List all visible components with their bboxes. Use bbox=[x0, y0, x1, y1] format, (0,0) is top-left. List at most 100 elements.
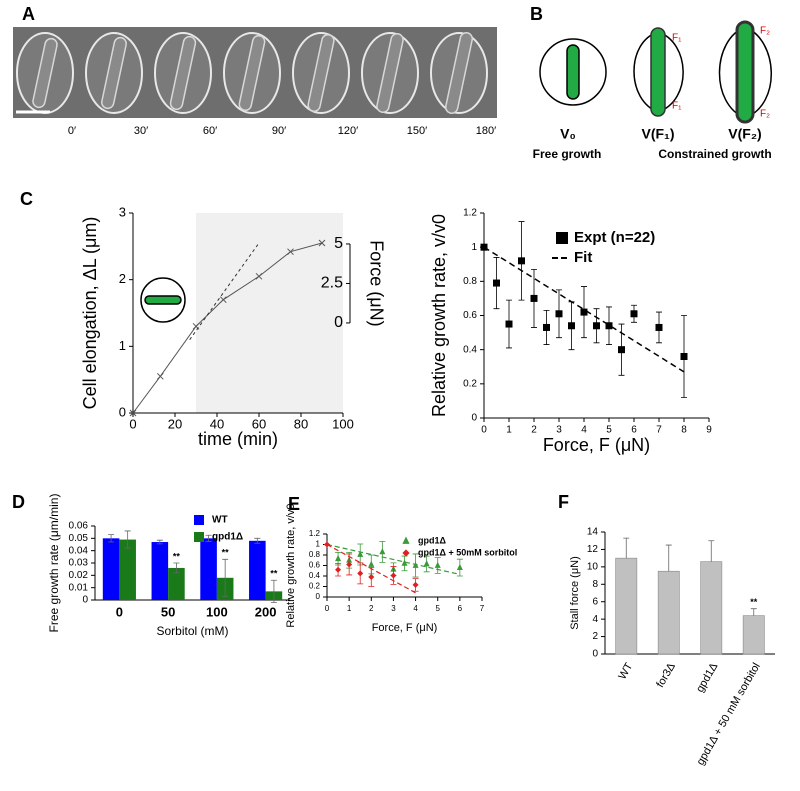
y-tick-label: 0.8 bbox=[463, 276, 477, 287]
marker bbox=[580, 308, 588, 316]
legend-label: gpd1Δ bbox=[418, 535, 446, 545]
marker bbox=[287, 248, 294, 256]
bar bbox=[151, 542, 169, 600]
y2-axis-label: Force (μN) bbox=[366, 240, 386, 326]
x-tick-label: 40 bbox=[210, 416, 224, 431]
y2-tick-label: 2.5 bbox=[321, 275, 343, 292]
bar bbox=[700, 561, 723, 655]
y-tick-label: 0.8 bbox=[309, 550, 321, 559]
y-tick-label: 3 bbox=[119, 204, 126, 219]
x-tick-label: 5 bbox=[435, 604, 440, 613]
cell bbox=[376, 32, 404, 114]
y-axis-label: Cell elongation, ΔL (μm) bbox=[80, 217, 100, 410]
x-tick-label: 80 bbox=[294, 416, 308, 431]
x-axis-label: Force, F (μN) bbox=[543, 435, 650, 455]
marker bbox=[456, 563, 463, 570]
legend-label: gpd1Δ bbox=[212, 532, 243, 543]
error-bar bbox=[270, 579, 277, 603]
cell bbox=[444, 32, 474, 114]
panel-label: A bbox=[22, 4, 35, 24]
force-label: F₂ bbox=[760, 26, 770, 37]
x-tick-label: 0 bbox=[116, 604, 123, 619]
y-tick-label: 0.06 bbox=[69, 521, 89, 532]
marker bbox=[493, 279, 500, 287]
marker bbox=[505, 320, 513, 328]
x-tick-label: 6 bbox=[458, 604, 463, 613]
y-tick-label: 0.04 bbox=[69, 545, 89, 556]
time-label: 90′ bbox=[272, 125, 286, 137]
y-tick-label: 0 bbox=[316, 592, 321, 601]
x-tick-label: 0 bbox=[129, 416, 136, 431]
x-tick-label: 9 bbox=[706, 425, 712, 436]
marker bbox=[335, 554, 342, 562]
shaded-region bbox=[196, 213, 343, 413]
legend-label: Fit bbox=[574, 249, 592, 266]
legend-label: Expt (n=22) bbox=[574, 229, 655, 246]
marker bbox=[605, 322, 613, 330]
x-tick-label: 8 bbox=[681, 425, 687, 436]
y-tick-label: 0.03 bbox=[69, 558, 89, 569]
legend-label: WT bbox=[212, 515, 228, 526]
y-tick-label: 1 bbox=[471, 242, 477, 253]
legend-swatch bbox=[402, 549, 410, 557]
y-tick-label: 8 bbox=[592, 579, 598, 590]
y-tick-label: 4 bbox=[592, 614, 598, 625]
x-tick-label: 100 bbox=[332, 416, 354, 431]
cell bbox=[307, 33, 335, 113]
error-bar bbox=[623, 537, 630, 559]
error-bar bbox=[254, 537, 261, 544]
significance: ** bbox=[222, 548, 230, 558]
marker bbox=[357, 550, 364, 557]
y-tick-label: 0.2 bbox=[463, 378, 477, 389]
bar bbox=[119, 539, 136, 600]
significance: ** bbox=[270, 569, 278, 579]
y-tick-label: 0 bbox=[119, 404, 126, 419]
force-label: F₁ bbox=[672, 101, 682, 112]
panel-label: D bbox=[12, 492, 25, 512]
marker bbox=[255, 272, 263, 280]
cell-label: V(F₂) bbox=[728, 126, 761, 142]
legend-swatch bbox=[194, 532, 204, 542]
marker bbox=[335, 566, 342, 573]
time-label: 180′ bbox=[476, 125, 496, 137]
error-bar bbox=[173, 562, 180, 574]
y-tick-label: 0.01 bbox=[69, 582, 89, 593]
marker bbox=[555, 310, 563, 318]
legend-swatch bbox=[402, 536, 410, 544]
y-tick-label: 0.2 bbox=[309, 582, 321, 591]
error-bar bbox=[108, 534, 115, 543]
error-bar bbox=[124, 530, 131, 549]
x-tick-label: 4 bbox=[413, 604, 418, 613]
y-axis-label: Stall force (μN) bbox=[569, 556, 581, 630]
y-tick-label: 1.2 bbox=[309, 529, 321, 538]
marker bbox=[593, 322, 600, 330]
significance: ** bbox=[173, 551, 181, 561]
panel-label: F bbox=[558, 492, 569, 512]
x-tick-label: 5 bbox=[606, 425, 612, 436]
significance: ** bbox=[750, 597, 758, 607]
x-tick-label: 0 bbox=[325, 604, 330, 613]
marker bbox=[219, 296, 227, 304]
force-label: F₁ bbox=[672, 33, 682, 44]
x-tick-label: 3 bbox=[556, 425, 562, 436]
marker bbox=[129, 409, 137, 417]
cell-label: V(F₁) bbox=[641, 126, 674, 142]
marker bbox=[357, 570, 364, 577]
panel-label: C bbox=[20, 189, 33, 209]
cell bbox=[169, 35, 197, 111]
marker bbox=[390, 572, 397, 579]
marker bbox=[368, 574, 375, 581]
bar bbox=[168, 567, 185, 600]
x-tick-label: 1 bbox=[347, 604, 352, 613]
marker bbox=[423, 560, 430, 567]
y-tick-label: 6 bbox=[592, 596, 598, 607]
x-tick-label: 4 bbox=[581, 425, 587, 436]
x-axis-label: Sorbitol (mM) bbox=[156, 624, 228, 638]
marker bbox=[156, 372, 164, 380]
marker bbox=[412, 581, 419, 588]
legend-swatch bbox=[194, 515, 204, 525]
x-tick-label: 3 bbox=[391, 604, 396, 613]
marker bbox=[518, 257, 525, 265]
x-tick-label: 6 bbox=[631, 425, 637, 436]
